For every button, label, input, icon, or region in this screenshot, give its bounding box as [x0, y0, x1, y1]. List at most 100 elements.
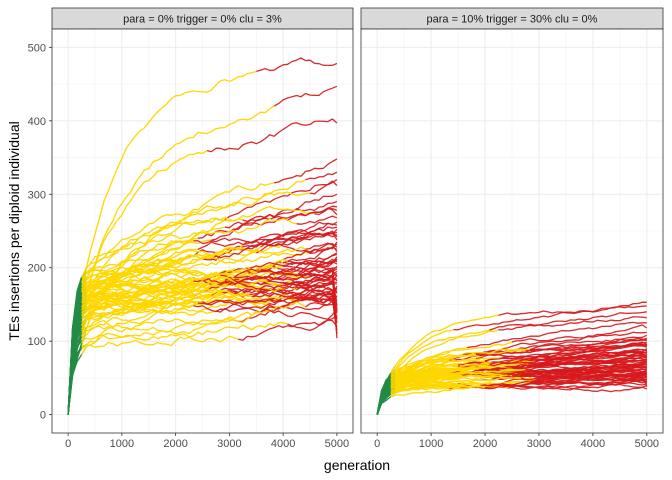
series-line-late	[291, 289, 338, 314]
y-axis: 0 100 200 300 400 500	[28, 42, 52, 422]
series-line-late	[273, 85, 338, 107]
series-line-late	[233, 267, 338, 339]
series-line-late	[242, 200, 338, 223]
series-line-late	[489, 316, 647, 331]
series-line-mid	[390, 374, 508, 381]
x-tick-label: 2000	[163, 438, 187, 450]
series-line-late	[215, 296, 338, 313]
series-line-late	[242, 226, 338, 246]
x-tick-label: 3000	[527, 438, 551, 450]
series-line-late	[224, 179, 338, 221]
series-line-late	[507, 373, 648, 387]
panel-right-strip-label: para = 10% trigger = 30% clu = 0%	[427, 14, 598, 26]
series-line-mid	[390, 341, 513, 378]
series-line-mid	[81, 238, 217, 283]
series-line-mid	[80, 105, 275, 318]
series-line-late	[206, 118, 338, 153]
series-line-mid	[81, 309, 217, 338]
series-line-mid	[81, 305, 194, 319]
series-line-late	[475, 343, 647, 358]
panel-right-series	[376, 301, 648, 415]
series-line-mid	[81, 279, 293, 295]
series-line-mid	[81, 291, 225, 315]
series-line-mid	[80, 191, 311, 334]
series-line-mid	[81, 266, 261, 279]
series-line-late	[287, 314, 338, 332]
panel-right-x-axis: 0 1000 2000 3000 4000 5000	[374, 433, 659, 450]
series-line-late	[480, 324, 648, 354]
series-line-late	[256, 57, 338, 73]
x-tick-label: 3000	[217, 438, 241, 450]
series-line-mid	[81, 278, 194, 293]
series-line-late	[282, 243, 338, 261]
series-line-late	[305, 242, 338, 252]
x-tick-label: 4000	[581, 438, 605, 450]
series-line-mid	[81, 301, 306, 334]
series-line-late	[193, 276, 338, 323]
panel-left-border	[51, 28, 354, 434]
series-line-late	[238, 319, 338, 341]
series-line-late	[309, 180, 338, 195]
series-line-mid	[390, 329, 499, 379]
series-line-mid	[80, 150, 208, 320]
series-line-mid	[81, 294, 212, 327]
y-tick-label: 300	[28, 189, 46, 201]
x-tick-label: 5000	[635, 438, 659, 450]
series-line-late	[260, 258, 338, 277]
series-line-mid	[81, 289, 293, 305]
series-line-late	[458, 353, 648, 368]
x-tick-label: 4000	[271, 438, 295, 450]
series-line-late	[260, 307, 338, 320]
series-line-late	[448, 358, 648, 375]
series-line-late	[260, 232, 338, 248]
series-line-mid	[81, 218, 297, 279]
series-line-mid	[81, 290, 253, 304]
series-line-mid	[80, 70, 257, 297]
series-line-late	[305, 171, 338, 181]
panel-left: para = 0% trigger = 0% clu = 3% 0 1000 200…	[51, 7, 354, 450]
panel-right-border	[360, 28, 664, 434]
series-line-mid	[390, 372, 513, 380]
series-line-late	[498, 305, 647, 316]
series-line-late	[197, 193, 338, 239]
y-tick-label: 100	[28, 336, 46, 348]
series-line-late	[296, 215, 338, 225]
series-line-late	[511, 357, 648, 369]
series-line-mid	[81, 321, 288, 350]
y-tick-label: 400	[28, 116, 46, 128]
series-line-mid	[390, 314, 499, 374]
y-tick-label: 500	[28, 42, 46, 54]
series-line-late	[484, 383, 648, 391]
series-line-mid	[81, 292, 203, 307]
y-tick-label: 200	[28, 263, 46, 275]
series-line-late	[247, 256, 338, 274]
series-line-late	[193, 292, 338, 314]
series-line-mid	[81, 274, 284, 291]
panel-left-series	[67, 57, 338, 415]
series-line-mid	[390, 328, 454, 376]
y-axis-title: TEs insertions per diploid individual	[6, 121, 22, 340]
series-line-mid	[390, 383, 486, 389]
x-tick-label: 0	[65, 438, 71, 450]
series-line-late	[251, 292, 338, 334]
series-line-mid	[80, 226, 226, 319]
series-line-mid	[80, 216, 243, 306]
y-tick-label: 0	[40, 410, 46, 422]
panel-left-x-axis: 0 1000 2000 3000 4000 5000	[65, 433, 349, 450]
x-tick-label: 1000	[110, 438, 134, 450]
series-line-mid	[390, 327, 495, 387]
series-line-mid	[81, 297, 302, 317]
series-line-late	[466, 321, 647, 349]
series-line-late	[507, 384, 648, 393]
x-tick-label: 5000	[325, 438, 349, 450]
x-tick-label: 0	[374, 438, 380, 450]
series-line-mid	[390, 364, 459, 389]
series-line-mid	[81, 182, 275, 290]
series-line-mid	[81, 311, 261, 335]
x-tick-label: 1000	[419, 438, 443, 450]
series-line-mid	[81, 256, 190, 287]
panel-left-strip-label: para = 0% trigger = 0% clu = 3%	[123, 14, 282, 26]
panel-right: para = 10% trigger = 30% clu = 0% 0 1000 2…	[360, 7, 664, 450]
series-line-late	[511, 331, 647, 343]
